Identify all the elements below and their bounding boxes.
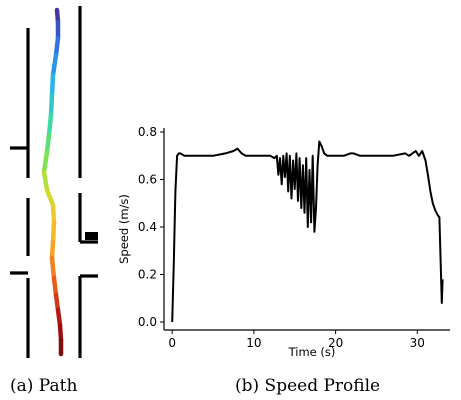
path-segment	[41, 169, 50, 193]
door-marker	[85, 232, 98, 240]
x-tick-label: 0	[168, 336, 176, 350]
path-segment	[50, 219, 57, 245]
y-tick-label: 0.0	[138, 315, 157, 329]
y-tick-label: 0.4	[138, 220, 157, 234]
y-tick-label: 0.6	[138, 173, 157, 187]
x-tick-label: 10	[246, 336, 261, 350]
y-axis-label: Speed (m/s)	[117, 194, 131, 264]
speed-chart: 0.0 0.2 0.4 0.6 0.8 0 10 20 30 Time (s) Speed (…	[117, 125, 450, 359]
path-map	[10, 6, 98, 358]
path-segment	[49, 239, 56, 261]
path-segment	[51, 275, 59, 298]
path-segment	[49, 72, 56, 98]
path-segment	[53, 35, 61, 58]
robot-path	[41, 7, 64, 357]
x-axis-label: Time (s)	[288, 345, 336, 359]
path-segment	[44, 132, 52, 155]
path-segment	[49, 255, 57, 281]
y-tick-label: 0.8	[138, 125, 157, 139]
path-segment	[53, 292, 61, 313]
x-ticks: 0 10 20 30	[168, 330, 425, 350]
path-segment	[50, 52, 59, 78]
path-segment	[46, 112, 54, 138]
y-ticks: 0.0 0.2 0.4 0.6 0.8	[138, 125, 164, 329]
y-tick-label: 0.2	[138, 268, 157, 282]
path-segment	[41, 149, 50, 175]
path-segment	[57, 322, 64, 343]
caption-speed-profile: (b) Speed Profile	[235, 376, 380, 396]
map-walls	[10, 6, 98, 358]
path-segment	[50, 202, 57, 225]
path-segment	[44, 187, 56, 208]
path-segment	[48, 92, 55, 118]
x-tick-label: 20	[328, 336, 343, 350]
path-segment	[55, 307, 63, 328]
speed-series-line	[171, 140, 444, 323]
caption-path: (a) Path	[10, 376, 77, 396]
x-tick-label: 30	[410, 336, 425, 350]
